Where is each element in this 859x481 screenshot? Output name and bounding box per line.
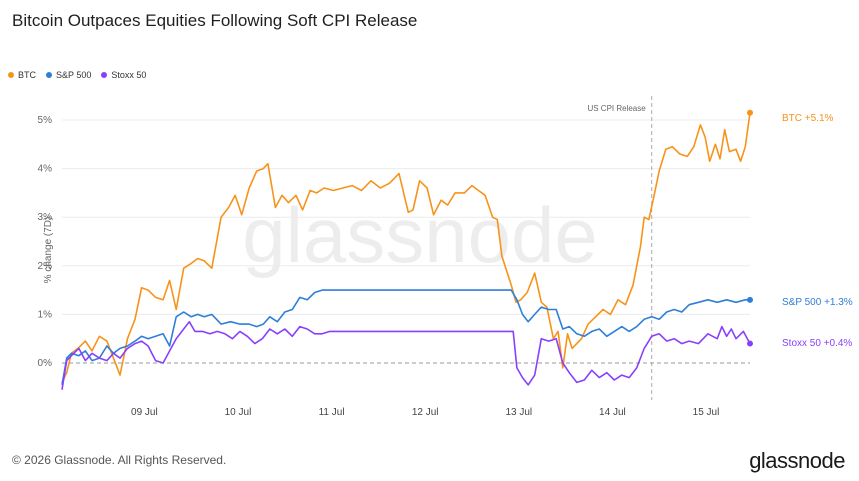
glassnode-logo[interactable]: glassnode bbox=[749, 448, 845, 473]
y-tick-label: 4% bbox=[38, 164, 53, 175]
series-lines bbox=[61, 109, 753, 390]
series-endpoint bbox=[747, 340, 753, 347]
cpi-annotation: US CPI Release bbox=[587, 96, 653, 400]
legend-item-btc[interactable]: BTC bbox=[8, 70, 36, 80]
legend-marker-sp500 bbox=[46, 72, 52, 78]
x-tick-label: 15 Jul bbox=[693, 407, 720, 418]
series-end-labels: BTC +5.1% S&P 500 +1.3% Stoxx 50 +0.4% bbox=[782, 113, 853, 349]
y-tick-label: 0% bbox=[38, 358, 53, 369]
y-axis-label: % change (7D) bbox=[43, 217, 54, 284]
legend-item-stoxx50[interactable]: Stoxx 50 bbox=[101, 70, 146, 80]
series-end-label: S&P 500 +1.3% bbox=[782, 297, 853, 308]
x-axis: 09 Jul 10 Jul 11 Jul 12 Jul 13 Jul 14 Jul 15 J… bbox=[131, 407, 719, 418]
y-axis: 0% 1% 2% 3% 4% 5% bbox=[38, 115, 53, 369]
y-tick-label: 3% bbox=[38, 212, 53, 223]
legend-marker-btc bbox=[8, 72, 14, 78]
x-tick-label: 10 Jul bbox=[225, 407, 252, 418]
legend-label-stoxx50: Stoxx 50 bbox=[111, 70, 147, 80]
series-line-btc bbox=[61, 112, 751, 383]
x-tick-label: 13 Jul bbox=[505, 407, 532, 418]
x-tick-label: 14 Jul bbox=[599, 407, 626, 418]
legend: BTC S&P 500 Stoxx 50 bbox=[8, 70, 146, 80]
series-endpoint bbox=[747, 109, 753, 116]
copyright-footer: © 2026 Glassnode. All Rights Reserved. bbox=[12, 453, 227, 467]
x-tick-label: 09 Jul bbox=[131, 407, 158, 418]
series-end-label: BTC +5.1% bbox=[782, 113, 834, 124]
series-endpoint bbox=[747, 296, 753, 303]
y-tick-label: 5% bbox=[38, 115, 53, 126]
legend-marker-stoxx50 bbox=[101, 72, 108, 78]
legend-label-sp500: S&P 500 bbox=[56, 70, 92, 80]
x-tick-label: 12 Jul bbox=[412, 407, 439, 418]
series-end-label: Stoxx 50 +0.4% bbox=[782, 338, 852, 349]
chart-title: Bitcoin Outpaces Equities Following Soft… bbox=[12, 11, 418, 30]
legend-item-sp500[interactable]: S&P 500 bbox=[46, 70, 91, 80]
legend-label-btc: BTC bbox=[18, 70, 36, 80]
annotation-label: US CPI Release bbox=[587, 104, 646, 113]
y-tick-label: 1% bbox=[38, 309, 53, 320]
y-tick-label: 2% bbox=[38, 261, 53, 272]
series-line-stoxx50 bbox=[61, 320, 751, 390]
x-tick-label: 11 Jul bbox=[319, 407, 345, 418]
series-line-sp500 bbox=[61, 289, 750, 386]
grid-lines bbox=[62, 119, 750, 364]
